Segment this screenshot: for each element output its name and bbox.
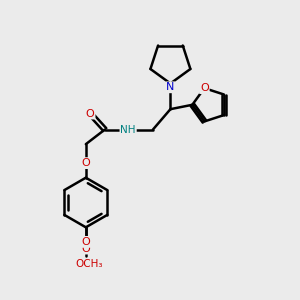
Text: NH: NH <box>120 124 136 135</box>
Text: O: O <box>82 237 90 247</box>
Text: O: O <box>82 158 90 168</box>
Text: O: O <box>86 109 94 118</box>
Text: N: N <box>166 82 175 92</box>
Text: O: O <box>200 83 209 93</box>
Text: O: O <box>81 244 90 254</box>
Text: OCH₃: OCH₃ <box>76 259 103 269</box>
